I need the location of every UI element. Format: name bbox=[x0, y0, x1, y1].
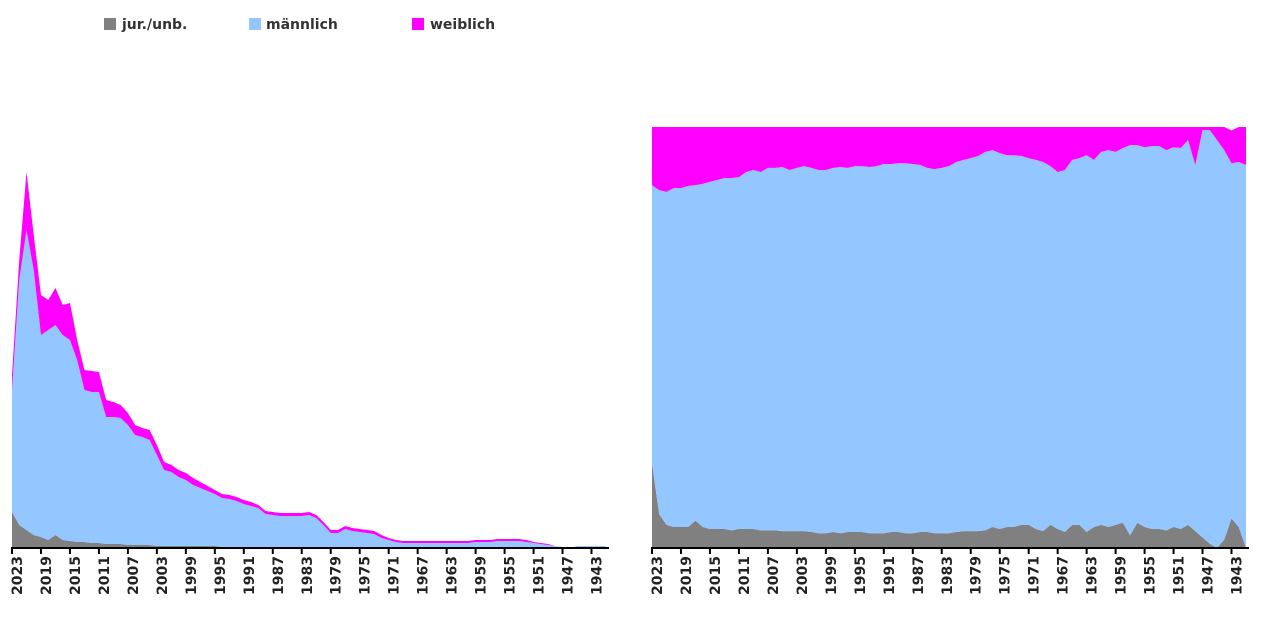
x-tick-label: 1999 bbox=[184, 556, 200, 595]
legend-swatch bbox=[249, 18, 261, 30]
area bbox=[652, 129, 1246, 548]
x-tick-label: 1943 bbox=[590, 556, 606, 595]
x-tick-label: 1983 bbox=[300, 556, 316, 595]
x-tick-label: 2003 bbox=[155, 556, 171, 595]
legend-label: männlich bbox=[266, 17, 338, 33]
x-tick-label: 1983 bbox=[940, 556, 956, 595]
legend-swatch bbox=[412, 18, 424, 30]
x-tick-label: 1963 bbox=[1085, 556, 1101, 595]
x-tick-label: 2015 bbox=[68, 556, 84, 595]
x-tick-label: 2003 bbox=[795, 556, 811, 595]
x-tick-label: 2023 bbox=[10, 556, 26, 595]
x-tick-label: 1967 bbox=[1056, 556, 1072, 595]
x-tick-label: 2015 bbox=[708, 556, 724, 595]
legend-swatch bbox=[104, 18, 116, 30]
legend-label: weiblich bbox=[430, 17, 495, 33]
x-tick-label: 1999 bbox=[824, 556, 840, 595]
x-tick-label: 2019 bbox=[679, 556, 695, 595]
x-tick-label: 2007 bbox=[126, 556, 142, 595]
x-tick-label: 1987 bbox=[911, 556, 927, 595]
area bbox=[652, 127, 1246, 192]
x-tick-label: 2011 bbox=[737, 556, 753, 595]
x-tick-label: 1987 bbox=[271, 556, 287, 595]
x-tick-label: 2019 bbox=[39, 556, 55, 595]
x-tick-label: 1995 bbox=[213, 556, 229, 595]
x-tick-label: 1975 bbox=[358, 556, 374, 595]
x-tick-label: 2023 bbox=[650, 556, 666, 595]
x-tick-label: 1971 bbox=[1027, 556, 1043, 595]
x-tick-label: 1943 bbox=[1230, 556, 1246, 595]
x-tick-label: 1975 bbox=[998, 556, 1014, 595]
x-tick-label: 1967 bbox=[416, 556, 432, 595]
x-tick-label: 1991 bbox=[242, 556, 258, 595]
area bbox=[12, 230, 606, 548]
x-tick-label: 1947 bbox=[1201, 556, 1217, 595]
x-tick-label: 1979 bbox=[329, 556, 345, 595]
x-tick-label: 1995 bbox=[853, 556, 869, 595]
x-tick-label: 1955 bbox=[1143, 556, 1159, 595]
x-tick-label: 1971 bbox=[387, 556, 403, 595]
x-tick-label: 2007 bbox=[766, 556, 782, 595]
x-tick-label: 1979 bbox=[969, 556, 985, 595]
legend-label: jur./unb. bbox=[121, 17, 187, 33]
x-tick-label: 1955 bbox=[503, 556, 519, 595]
x-tick-label: 1959 bbox=[1114, 556, 1130, 595]
area bbox=[652, 463, 1246, 548]
x-tick-label: 1963 bbox=[445, 556, 461, 595]
x-tick-label: 1959 bbox=[474, 556, 490, 595]
x-tick-label: 1951 bbox=[1172, 556, 1188, 595]
area bbox=[12, 172, 606, 548]
x-tick-label: 1991 bbox=[882, 556, 898, 595]
x-tick-label: 1947 bbox=[561, 556, 577, 595]
x-tick-label: 1951 bbox=[532, 556, 548, 595]
x-tick-label: 2011 bbox=[97, 556, 113, 595]
area bbox=[12, 512, 606, 548]
